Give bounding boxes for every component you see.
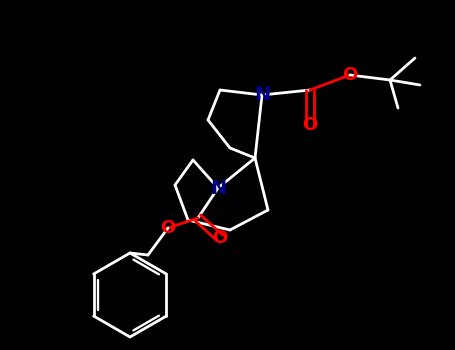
Text: N: N (254, 85, 270, 105)
Text: O: O (303, 116, 318, 134)
Text: N: N (210, 178, 226, 197)
Text: O: O (160, 219, 176, 237)
Text: O: O (342, 66, 358, 84)
Text: O: O (212, 229, 228, 247)
